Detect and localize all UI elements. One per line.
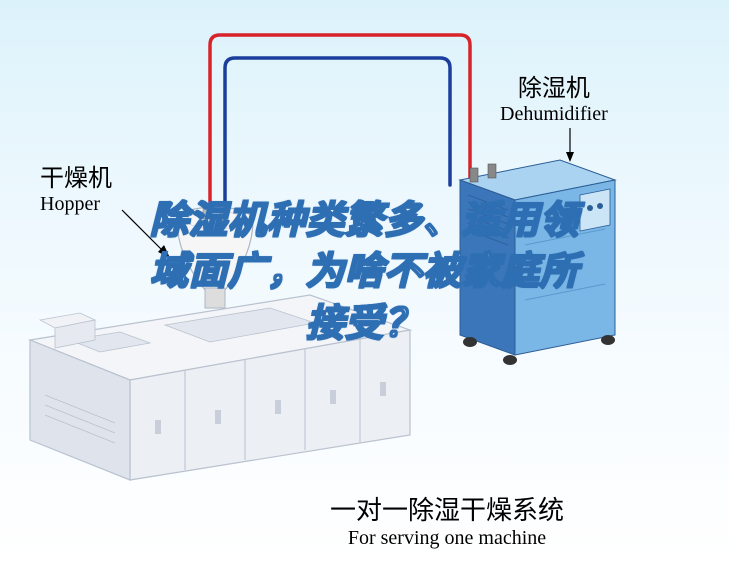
headline-line2: 域面广，为啥不被家庭所 (150, 251, 579, 293)
headline-text: 除湿机种类繁多、适用领 域面广，为啥不被家庭所 接受？ (29, 196, 700, 350)
caption-en: For serving one machine (330, 527, 564, 550)
caption-cn: 一对一除湿干燥系统 (330, 490, 564, 527)
headline-line3: 接受？ (306, 303, 423, 345)
headline-line1: 除湿机种类繁多、适用领 (150, 200, 579, 242)
caption-block: 一对一除湿干燥系统 For serving one machine (330, 490, 564, 550)
